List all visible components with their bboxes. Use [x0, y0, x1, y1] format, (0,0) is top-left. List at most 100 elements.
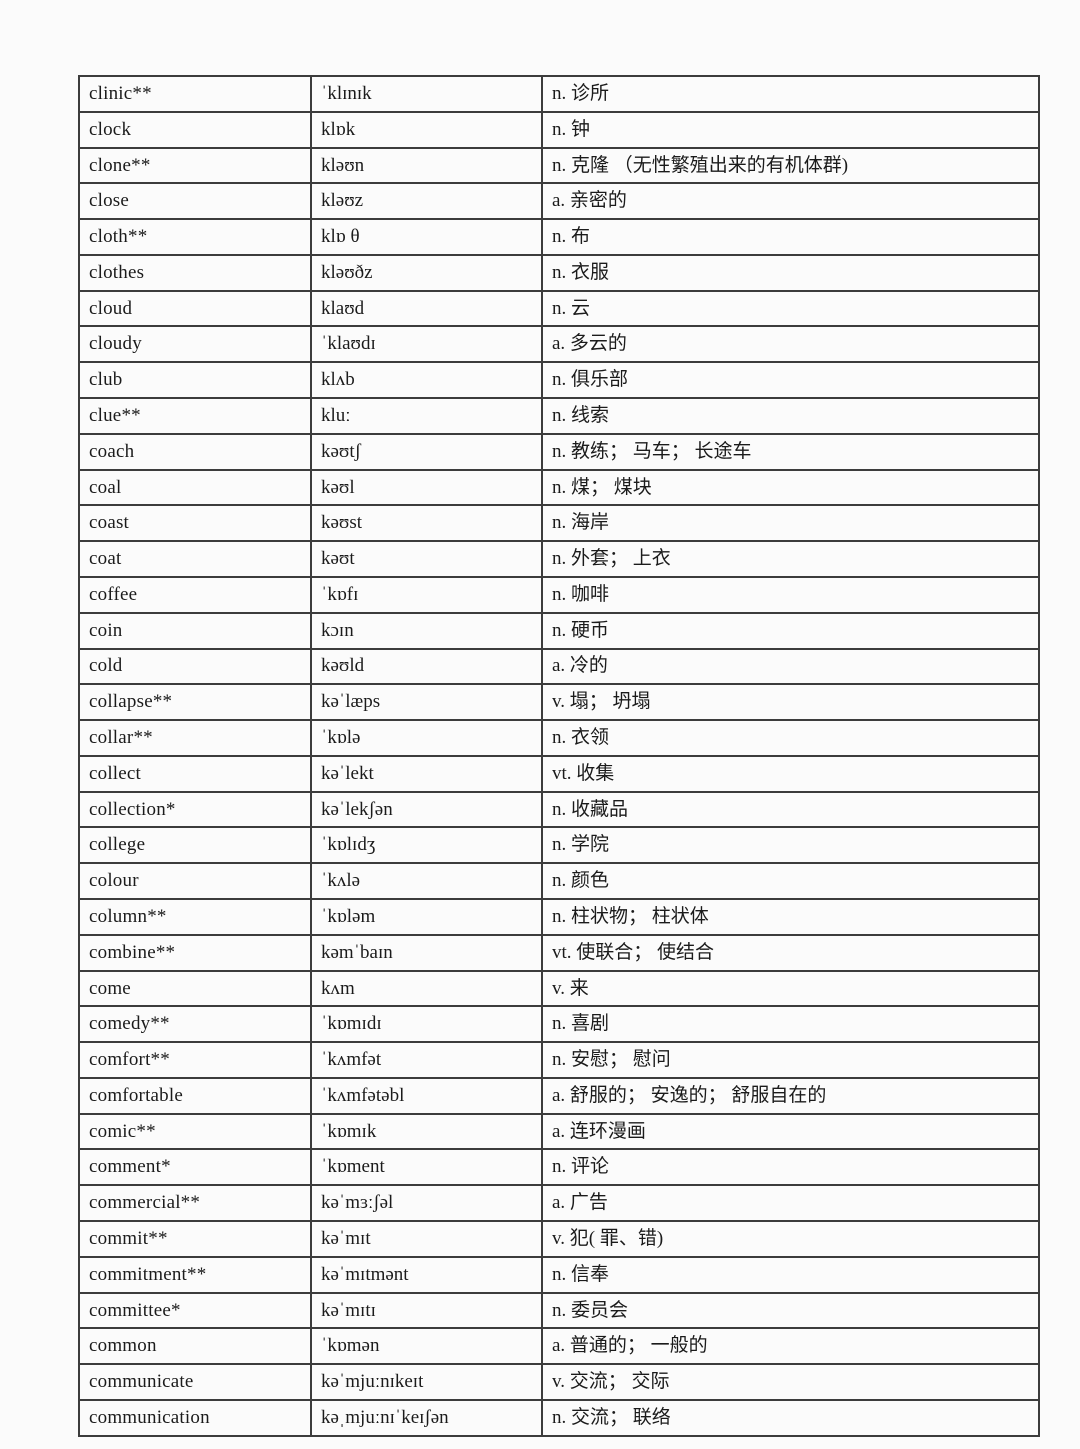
word-cell: comfort** [78, 1041, 312, 1079]
word-cell: come [78, 969, 312, 1008]
meaning-cell: n. 诊所 [541, 75, 1040, 113]
word-cell: clone** [78, 146, 312, 185]
table-row: cloth** klɒ θ n. 布 [78, 218, 1040, 256]
table-row: cold kəʊld a. 冷的 [78, 647, 1040, 686]
table-row: clothes kləʊðz n. 衣服 [78, 253, 1040, 292]
pronunciation-cell: kləʊz [310, 182, 543, 221]
word-cell: coin [78, 611, 312, 650]
table-row: collect kəˈlekt vt. 收集 [78, 754, 1040, 793]
meaning-cell: n. 柱状物； 柱状体 [541, 897, 1040, 936]
word-cell: column** [78, 897, 312, 936]
pronunciation-cell: kəʊt [310, 540, 543, 578]
pronunciation-cell: kəmˈbaɪn [310, 933, 543, 972]
word-cell: comfortable [78, 1076, 312, 1115]
table-row: commit** kəˈmɪt v. 犯( 罪、错) [78, 1220, 1040, 1258]
meaning-cell: a. 连环漫画 [541, 1112, 1040, 1151]
meaning-cell: n. 学院 [541, 826, 1040, 865]
pronunciation-cell: kəˈmɪtmənt [310, 1255, 543, 1294]
table-row: club klʌb n. 俱乐部 [78, 361, 1040, 400]
word-cell: commitment** [78, 1255, 312, 1294]
pronunciation-cell: kəˈmɪt [310, 1220, 543, 1258]
meaning-cell: vt. 使联合； 使结合 [541, 933, 1040, 972]
word-cell: common [78, 1327, 312, 1366]
word-cell: coach [78, 432, 312, 471]
meaning-cell: n. 衣服 [541, 253, 1040, 292]
table-row: comment* ˈkɒment n. 评论 [78, 1148, 1040, 1187]
table-row: collapse** kəˈlæps v. 塌； 坍塌 [78, 683, 1040, 722]
table-row: column** ˈkɒləm n. 柱状物； 柱状体 [78, 897, 1040, 936]
table-row: come kʌm v. 来 [78, 969, 1040, 1008]
table-row: common ˈkɒmən a. 普通的； 一般的 [78, 1327, 1040, 1366]
table-row: coach kəʊtʃ n. 教练； 马车； 长途车 [78, 432, 1040, 471]
table-row: committee* kəˈmɪtɪ n. 委员会 [78, 1291, 1040, 1330]
word-cell: clock [78, 110, 312, 149]
pronunciation-cell: kəˈlekʃən [310, 790, 543, 829]
meaning-cell: n. 线索 [541, 397, 1040, 435]
table-row: combine** kəmˈbaɪn vt. 使联合； 使结合 [78, 933, 1040, 972]
word-cell: collect [78, 754, 312, 793]
table-row: comic** ˈkɒmɪk a. 连环漫画 [78, 1112, 1040, 1151]
meaning-cell: n. 衣领 [541, 719, 1040, 757]
pronunciation-cell: ˈkɒmɪdɪ [310, 1005, 543, 1044]
meaning-cell: n. 云 [541, 289, 1040, 328]
table-row: commercial** kəˈmɜːʃəl a. 广告 [78, 1184, 1040, 1222]
table-row: coat kəʊt n. 外套； 上衣 [78, 540, 1040, 578]
word-cell: cloudy [78, 325, 312, 364]
pronunciation-cell: kʌm [310, 969, 543, 1008]
word-cell: clinic** [78, 75, 312, 113]
pronunciation-cell: kəˈlæps [310, 683, 543, 722]
word-cell: club [78, 361, 312, 400]
pronunciation-cell: ˈkʌmfətəbl [310, 1076, 543, 1115]
pronunciation-cell: ˈkɒment [310, 1148, 543, 1187]
word-cell: comic** [78, 1112, 312, 1151]
meaning-cell: n. 评论 [541, 1148, 1040, 1187]
table-row: cloudy ˈklaʊdɪ a. 多云的 [78, 325, 1040, 364]
meaning-cell: n. 收藏品 [541, 790, 1040, 829]
pronunciation-cell: klaʊd [310, 289, 543, 328]
meaning-cell: a. 普通的； 一般的 [541, 1327, 1040, 1366]
meaning-cell: a. 广告 [541, 1184, 1040, 1222]
word-cell: college [78, 826, 312, 865]
pronunciation-cell: kəˈmɜːʃəl [310, 1184, 543, 1222]
word-cell: comment* [78, 1148, 312, 1187]
table-row: collar** ˈkɒlə n. 衣领 [78, 719, 1040, 757]
pronunciation-cell: ˈkɒlɪdʒ [310, 826, 543, 865]
meaning-cell: v. 交流； 交际 [541, 1363, 1040, 1401]
pronunciation-cell: kləʊðz [310, 253, 543, 292]
pronunciation-cell: klɒ θ [310, 218, 543, 256]
meaning-cell: n. 教练； 马车； 长途车 [541, 432, 1040, 471]
table-row: comfort** ˈkʌmfət n. 安慰； 慰问 [78, 1041, 1040, 1079]
meaning-cell: n. 信奉 [541, 1255, 1040, 1294]
word-cell: coat [78, 540, 312, 578]
table-row: comedy** ˈkɒmɪdɪ n. 喜剧 [78, 1005, 1040, 1044]
meaning-cell: a. 冷的 [541, 647, 1040, 686]
meaning-cell: a. 多云的 [541, 325, 1040, 364]
word-cell: communicate [78, 1363, 312, 1401]
pronunciation-cell: kluː [310, 397, 543, 435]
meaning-cell: v. 犯( 罪、错) [541, 1220, 1040, 1258]
pronunciation-cell: kəʊst [310, 504, 543, 543]
pronunciation-cell: kəʊld [310, 647, 543, 686]
meaning-cell: n. 钟 [541, 110, 1040, 149]
table-row: coal kəʊl n. 煤； 煤块 [78, 468, 1040, 507]
table-row: communication kəˌmjuːnɪˈkeɪʃən n. 交流； 联络 [78, 1398, 1040, 1438]
table-row: collection* kəˈlekʃən n. 收藏品 [78, 790, 1040, 829]
table-row: close kləʊz a. 亲密的 [78, 182, 1040, 221]
word-cell: combine** [78, 933, 312, 972]
pronunciation-cell: kəˈmɪtɪ [310, 1291, 543, 1330]
word-cell: collar** [78, 719, 312, 757]
word-cell: cold [78, 647, 312, 686]
table-row: coffee ˈkɒfɪ n. 咖啡 [78, 575, 1040, 614]
table-row: clinic** ˈklɪnɪk n. 诊所 [78, 75, 1040, 113]
pronunciation-cell: ˈklaʊdɪ [310, 325, 543, 364]
word-cell: communication [78, 1398, 312, 1438]
word-cell: cloud [78, 289, 312, 328]
meaning-cell: n. 煤； 煤块 [541, 468, 1040, 507]
word-cell: coffee [78, 575, 312, 614]
meaning-cell: n. 安慰； 慰问 [541, 1041, 1040, 1079]
pronunciation-cell: ˈkɒmən [310, 1327, 543, 1366]
word-cell: commercial** [78, 1184, 312, 1222]
word-cell: comedy** [78, 1005, 312, 1044]
vocabulary-table: clinic** ˈklɪnɪk n. 诊所 clock klɒk n. 钟 c… [78, 75, 1040, 1438]
